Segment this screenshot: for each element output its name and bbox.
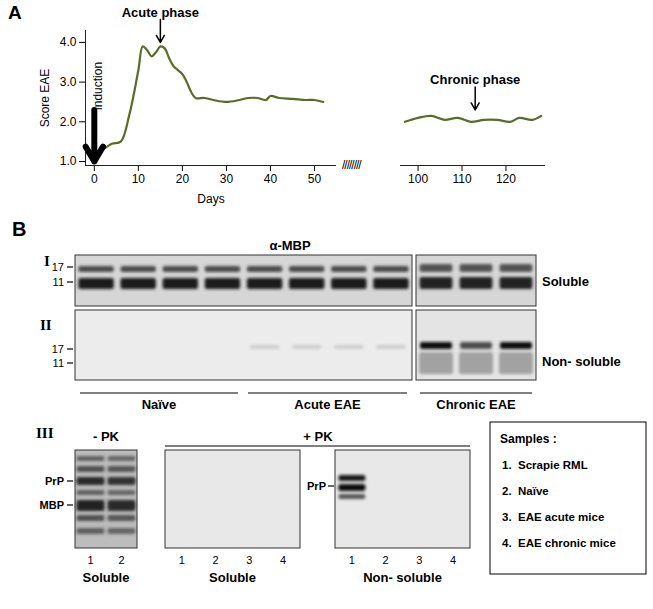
svg-text:MBP: MBP bbox=[40, 499, 64, 511]
svg-text:50: 50 bbox=[308, 172, 322, 186]
svg-text:II: II bbox=[40, 317, 52, 333]
svg-text:III: III bbox=[36, 425, 54, 441]
svg-text:2.: 2. bbox=[502, 485, 512, 497]
svg-text:Naïve: Naïve bbox=[518, 485, 549, 497]
svg-text:- PK: - PK bbox=[93, 429, 120, 444]
svg-text:PrP: PrP bbox=[45, 475, 64, 487]
svg-text:11: 11 bbox=[53, 357, 64, 369]
svg-text:1: 1 bbox=[179, 554, 185, 566]
svg-text:+ PK: + PK bbox=[303, 429, 333, 444]
svg-text:Soluble: Soluble bbox=[209, 570, 256, 585]
svg-text:10: 10 bbox=[132, 172, 146, 186]
svg-text:40: 40 bbox=[264, 172, 278, 186]
svg-text:2: 2 bbox=[383, 554, 389, 566]
svg-text:I: I bbox=[44, 253, 50, 269]
svg-text:2.0: 2.0 bbox=[60, 115, 77, 129]
svg-text:110: 110 bbox=[452, 172, 471, 186]
svg-text:120: 120 bbox=[496, 172, 516, 186]
svg-text:30: 30 bbox=[220, 172, 234, 186]
svg-text:B: B bbox=[12, 218, 26, 240]
svg-text:Acute phase: Acute phase bbox=[122, 5, 199, 20]
svg-text:PrP: PrP bbox=[307, 480, 326, 492]
svg-text:2: 2 bbox=[213, 554, 219, 566]
html-text:A: A bbox=[8, 2, 22, 23]
svg-text:3: 3 bbox=[416, 554, 422, 566]
svg-text:1.0: 1.0 bbox=[60, 154, 77, 168]
svg-text:1: 1 bbox=[349, 554, 355, 566]
svg-text:3.: 3. bbox=[502, 511, 512, 523]
svg-text:100: 100 bbox=[408, 172, 428, 186]
svg-text:4.0: 4.0 bbox=[60, 35, 77, 49]
svg-text:1: 1 bbox=[87, 554, 93, 566]
svg-text:Non- soluble: Non- soluble bbox=[542, 354, 621, 369]
svg-text:4.: 4. bbox=[502, 537, 512, 549]
svg-text:4: 4 bbox=[280, 554, 286, 566]
svg-text:EAE acute mice: EAE acute mice bbox=[518, 511, 604, 523]
svg-text:Chronic EAE: Chronic EAE bbox=[436, 397, 516, 412]
svg-text:EAE chronic mice: EAE chronic mice bbox=[518, 537, 616, 549]
svg-text:Chronic phase: Chronic phase bbox=[430, 72, 520, 87]
svg-text:Soluble: Soluble bbox=[83, 570, 130, 585]
svg-text:3.0: 3.0 bbox=[60, 75, 77, 89]
svg-text:Non- soluble: Non- soluble bbox=[363, 570, 442, 585]
svg-text:induction: induction bbox=[91, 62, 105, 110]
svg-text:17: 17 bbox=[52, 343, 64, 355]
svg-text:0: 0 bbox=[91, 172, 98, 186]
svg-text:Days: Days bbox=[197, 192, 224, 206]
svg-text:4: 4 bbox=[450, 554, 456, 566]
svg-text:Soluble: Soluble bbox=[542, 274, 589, 289]
svg-text:Score EAE: Score EAE bbox=[38, 69, 52, 128]
svg-text:3: 3 bbox=[246, 554, 252, 566]
svg-text:17: 17 bbox=[52, 261, 64, 273]
svg-text:11: 11 bbox=[53, 276, 64, 288]
svg-text:Scrapie RML: Scrapie RML bbox=[518, 459, 588, 471]
svg-text:α-MBP: α-MBP bbox=[269, 238, 311, 253]
svg-text:Acute EAE: Acute EAE bbox=[294, 397, 361, 412]
svg-text:Samples :: Samples : bbox=[500, 432, 557, 446]
svg-text:Naïve: Naïve bbox=[142, 397, 177, 412]
svg-text:1.: 1. bbox=[502, 459, 512, 471]
svg-text:20: 20 bbox=[176, 172, 190, 186]
svg-text:2: 2 bbox=[118, 554, 124, 566]
